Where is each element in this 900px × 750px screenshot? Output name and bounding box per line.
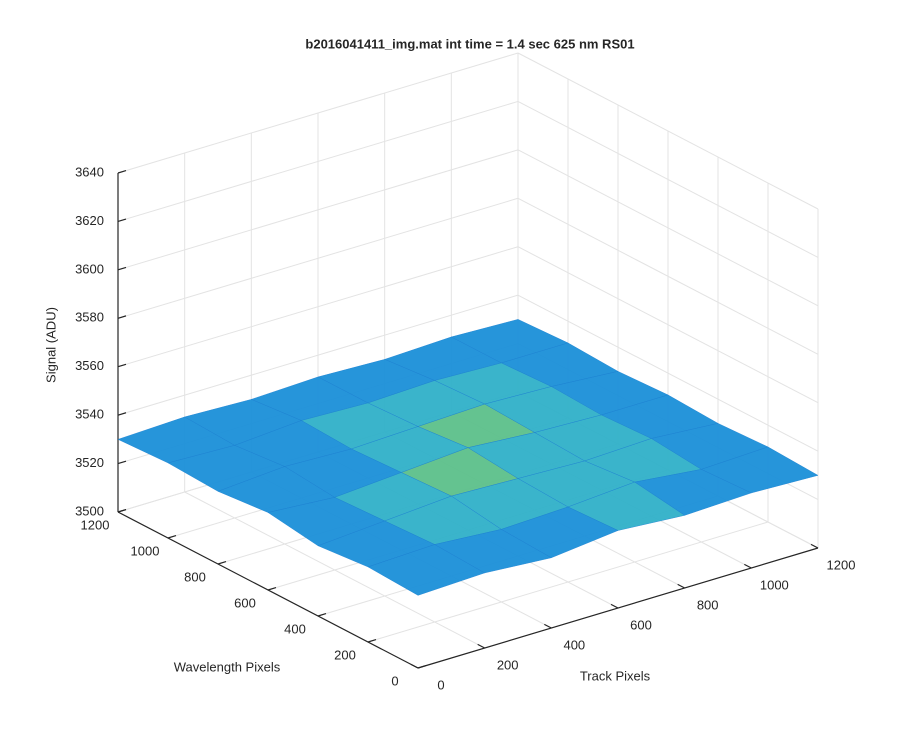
z-tick bbox=[117, 315, 127, 319]
z-tick bbox=[117, 266, 127, 271]
y-tick-label: 800 bbox=[184, 569, 206, 584]
x-tick bbox=[410, 663, 419, 669]
y-tick-label: 400 bbox=[284, 621, 306, 636]
y-tick bbox=[317, 613, 327, 617]
grid-line bbox=[117, 100, 519, 222]
z-tick bbox=[117, 460, 127, 465]
y-tick bbox=[417, 665, 427, 669]
x-tick-label: 0 bbox=[437, 677, 444, 692]
x-tick-label: 600 bbox=[630, 617, 652, 632]
y-tick-label: 1000 bbox=[131, 543, 160, 558]
grid-line bbox=[517, 100, 819, 258]
y-tick bbox=[367, 639, 377, 643]
grid-line bbox=[517, 149, 819, 307]
z-axis-label: Signal (ADU) bbox=[43, 307, 58, 383]
x-tick bbox=[477, 643, 485, 649]
x-tick-label: 400 bbox=[563, 637, 585, 652]
y-tick bbox=[117, 509, 127, 513]
grid-line bbox=[517, 294, 819, 452]
grid-line bbox=[117, 149, 519, 271]
z-tick-label: 3600 bbox=[75, 261, 104, 276]
grid-line bbox=[517, 197, 819, 355]
grid-line bbox=[117, 52, 519, 174]
x-tick bbox=[544, 623, 552, 629]
z-tick bbox=[117, 218, 127, 223]
y-tick bbox=[217, 561, 227, 565]
x-tick bbox=[677, 583, 685, 589]
z-tick-label: 3620 bbox=[75, 213, 104, 228]
x-tick bbox=[610, 603, 619, 609]
y-tick bbox=[267, 587, 277, 591]
y-tick-label: 600 bbox=[234, 595, 256, 610]
x-tick bbox=[744, 563, 752, 569]
x-tick bbox=[810, 543, 819, 549]
y-tick-label: 200 bbox=[334, 647, 356, 662]
grid-line bbox=[367, 521, 769, 643]
surface-patch bbox=[367, 544, 486, 596]
x-axis-label: Track Pixels bbox=[580, 668, 651, 683]
y-tick bbox=[167, 535, 177, 539]
z-tick-label: 3540 bbox=[75, 407, 104, 422]
y-axis-label: Wavelength Pixels bbox=[174, 659, 281, 674]
grid-line bbox=[117, 294, 519, 416]
y-tick-label: 0 bbox=[391, 673, 398, 688]
x-tick-label: 1200 bbox=[827, 557, 856, 572]
z-tick-label: 3560 bbox=[75, 358, 104, 373]
z-tick-label: 3640 bbox=[75, 164, 104, 179]
x-tick-label: 200 bbox=[497, 657, 519, 672]
z-tick-label: 3580 bbox=[75, 310, 104, 325]
z-tick-label: 3520 bbox=[75, 455, 104, 470]
z-tick-label: 3500 bbox=[75, 503, 104, 518]
z-tick bbox=[117, 412, 127, 416]
x-tick-label: 800 bbox=[697, 597, 719, 612]
z-tick bbox=[117, 170, 127, 174]
z-tick bbox=[117, 363, 127, 368]
grid-line bbox=[117, 197, 519, 319]
grid-line bbox=[517, 52, 819, 210]
grid-line bbox=[117, 246, 519, 368]
grid-line bbox=[517, 246, 819, 404]
x-tick-label: 1000 bbox=[760, 577, 789, 592]
chart-title: b2016041411_img.mat int time = 1.4 sec 6… bbox=[305, 36, 634, 51]
y-tick-label: 1200 bbox=[81, 517, 110, 532]
